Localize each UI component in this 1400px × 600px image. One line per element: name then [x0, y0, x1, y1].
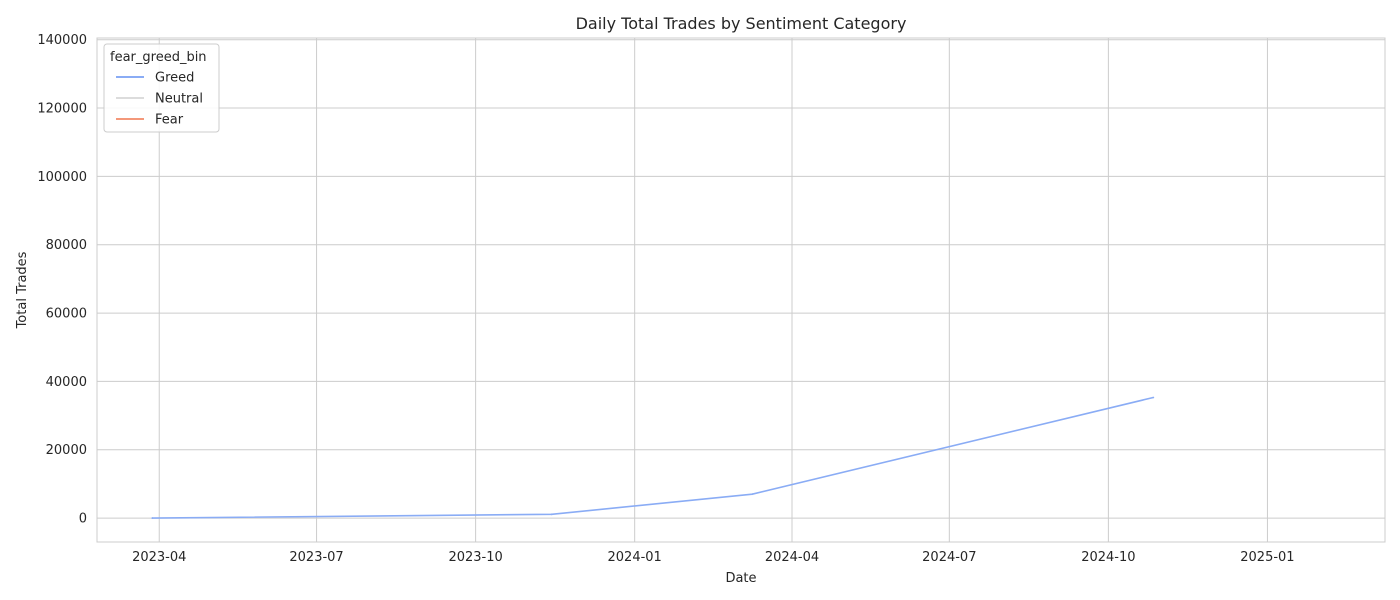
legend: fear_greed_bin Greed Neutral Fear [103, 43, 220, 133]
chart-title: Daily Total Trades by Sentiment Category [576, 14, 907, 33]
series-layer [151, 396, 1155, 519]
x-tick-label: 2023-04 [132, 550, 186, 565]
x-tick-label: 2023-10 [448, 550, 502, 565]
legend-entries: Greed Neutral Fear [116, 71, 203, 128]
x-tick-label: 2024-01 [608, 550, 662, 565]
x-axis: 2023-04 2023-07 2023-10 2024-01 2024-04 2024-… [132, 550, 1295, 565]
data-point [550, 513, 553, 516]
legend-title: fear_greed_bin [110, 50, 207, 65]
y-axis-label: Total Trades [15, 251, 30, 329]
legend-box [103, 43, 220, 133]
y-tick-label: 20000 [46, 443, 87, 458]
x-tick-label: 2023-07 [289, 550, 343, 565]
series-line-greed [152, 396, 1154, 519]
y-tick-label: 80000 [46, 238, 87, 253]
x-tick-label: 2024-04 [765, 550, 819, 565]
data-point [751, 493, 754, 496]
y-tick-label: 140000 [37, 33, 87, 48]
legend-label-neutral: Neutral [155, 92, 203, 107]
y-tick-label: 60000 [46, 307, 87, 322]
x-tick-label: 2025-01 [1240, 550, 1294, 565]
x-axis-label: Date [725, 571, 756, 586]
x-tick-label: 2024-07 [922, 550, 976, 565]
plot-area [96, 37, 1386, 543]
legend-label-greed: Greed [155, 71, 194, 86]
x-tick-label: 2024-10 [1081, 550, 1135, 565]
data-point [1152, 396, 1155, 399]
y-tick-label: 120000 [37, 102, 87, 117]
y-tick-label: 100000 [37, 170, 87, 185]
y-tick-label: 0 [79, 512, 87, 527]
y-axis: 0 20000 40000 60000 80000 100000 120000 140000 [37, 33, 87, 526]
plot-frame [96, 37, 1386, 543]
data-point [151, 517, 154, 519]
legend-label-fear: Fear [155, 113, 184, 128]
y-tick-label: 40000 [46, 375, 87, 390]
